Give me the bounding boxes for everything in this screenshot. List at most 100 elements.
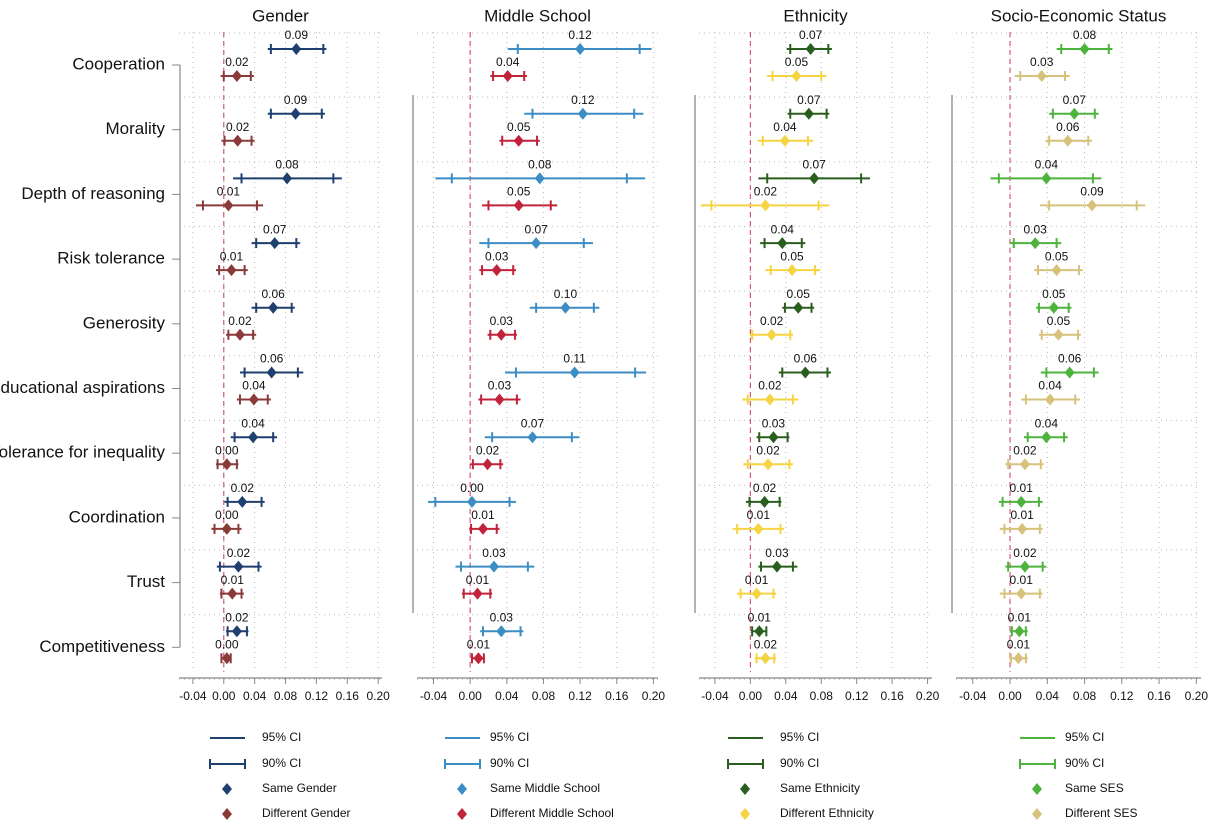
point-estimate [290,107,301,120]
point-estimate [793,301,804,314]
category-label: Coordination [69,507,165,526]
value-label: 0.03 [485,249,509,263]
point-estimate [291,43,302,55]
legend-label: 95% CI [1065,730,1104,744]
value-label: 0.04 [242,379,266,393]
legend-label: Same Gender [262,781,337,795]
point-estimate [1030,237,1041,250]
panel-title: Gender [252,6,309,25]
value-label: 0.09 [1080,185,1104,199]
point-estimate [1019,458,1030,471]
value-label: 0.02 [228,314,252,328]
value-label: 0.01 [747,508,771,522]
legend-marker [740,783,750,795]
point-estimate [282,172,293,185]
value-label: 0.06 [1058,352,1082,366]
x-tick-label: -0.04 [701,689,729,703]
point-estimate [760,199,771,212]
category-label: Tolerance for inequality [0,443,165,462]
legend-label: Same Middle School [490,781,600,795]
category-label: Educational aspirations [0,378,165,397]
value-label: 0.03 [482,546,506,560]
x-tick-label: 0.20 [916,689,940,703]
value-label: 0.04 [1035,416,1059,430]
point-estimate [488,560,499,573]
point-estimate [221,458,232,471]
point-estimate [234,328,245,341]
legend-label: Different Ethnicity [780,806,874,820]
value-label: 0.03 [490,314,514,328]
value-label: 0.02 [226,120,250,134]
value-label: 0.02 [754,185,778,199]
point-estimate [809,172,820,185]
point-estimate [226,264,237,277]
legend-label: Different SES [1065,806,1137,820]
point-estimate [269,237,280,250]
value-label: 0.05 [1047,314,1071,328]
point-estimate [1045,393,1056,406]
x-tick-label: -0.04 [420,689,448,703]
value-label: 0.00 [215,443,239,457]
point-estimate [575,43,586,55]
point-estimate [496,625,507,638]
x-tick-label: 0.08 [532,689,556,703]
value-label: 0.01 [1010,481,1034,495]
category-label: Trust [127,572,165,591]
point-estimate [766,328,777,341]
point-estimate [496,328,507,341]
x-tick-label: 0.16 [336,689,360,703]
value-label: 0.02 [476,443,500,457]
point-estimate [513,134,524,147]
value-label: 0.04 [773,120,797,134]
point-estimate [237,495,248,508]
value-label: 0.01 [471,508,495,522]
point-estimate [1062,134,1073,147]
legend-label: 90% CI [780,756,819,770]
point-estimate [777,237,788,250]
value-label: 0.00 [215,508,239,522]
point-estimate [473,652,484,665]
point-estimate [760,652,771,665]
point-estimate [268,301,279,314]
value-label: 0.05 [780,249,804,263]
x-tick-label: 0.16 [1147,689,1171,703]
value-label: 0.01 [748,610,772,624]
x-tick-label: 0.04 [1036,689,1060,703]
point-estimate [771,560,782,573]
value-label: 0.05 [1042,287,1066,301]
value-label: 0.10 [554,287,578,301]
legend-marker [222,808,232,820]
value-label: 0.05 [1045,249,1069,263]
legend-marker [1032,808,1042,820]
value-label: 0.01 [466,573,490,587]
legend-label: 90% CI [262,756,301,770]
legend-label: 95% CI [780,730,819,744]
category-label: Depth of reasoning [21,184,165,203]
value-label: 0.01 [220,249,244,263]
x-tick-label: 0.08 [810,689,834,703]
x-tick-label: 0.16 [880,689,904,703]
category-label: Competitiveness [39,637,165,656]
value-label: 0.04 [1035,158,1059,172]
value-label: 0.09 [284,93,308,107]
value-label: 0.03 [490,610,514,624]
value-label: 0.12 [568,28,592,42]
value-label: 0.03 [1024,222,1048,236]
legend-label: 95% CI [490,730,529,744]
value-label: 0.02 [227,546,251,560]
value-label: 0.01 [221,573,245,587]
point-estimate [759,495,770,508]
point-estimate [482,458,493,471]
category-label: Cooperation [72,54,165,73]
point-estimate [472,587,483,600]
point-estimate [787,264,798,277]
value-label: 0.01 [745,573,769,587]
point-estimate [527,431,538,444]
point-estimate [494,393,505,406]
value-label: 0.03 [762,416,786,430]
x-tick-label: 0.04 [495,689,519,703]
value-label: 0.11 [563,352,586,366]
point-estimate [577,107,588,120]
value-label: 0.06 [260,352,284,366]
point-estimate [764,393,775,406]
